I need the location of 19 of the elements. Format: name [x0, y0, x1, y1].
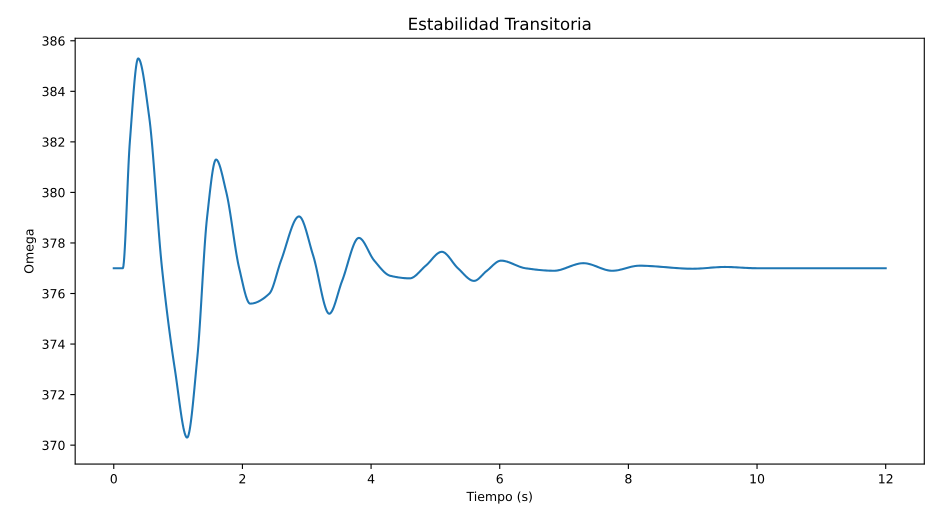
x-tick-label: 2	[239, 474, 246, 484]
chart-title: Estabilidad Transitoria	[409, 17, 590, 30]
x-tick-label: 6	[496, 474, 503, 484]
x-tick-label: 0	[110, 474, 117, 484]
y-tick-label: 378	[42, 238, 65, 248]
y-tick-label: 386	[42, 36, 65, 46]
y-tick-label: 382	[42, 137, 64, 147]
x-tick-label: 4	[368, 474, 374, 484]
y-tick-label: 384	[42, 86, 65, 96]
y-tick-label: 372	[42, 390, 64, 400]
x-axis-title: Tiempo (s)	[466, 491, 532, 504]
y-axis-title: Omega	[24, 230, 36, 274]
y-tick-label: 380	[42, 188, 65, 198]
x-tick-label: 10	[750, 474, 764, 484]
x-tick-label: 12	[879, 474, 892, 484]
x-tick-label: 8	[625, 474, 632, 484]
y-tick-label: 374	[42, 340, 65, 349]
y-tick-label: 370	[42, 440, 65, 450]
y-tick-label: 376	[42, 288, 65, 298]
